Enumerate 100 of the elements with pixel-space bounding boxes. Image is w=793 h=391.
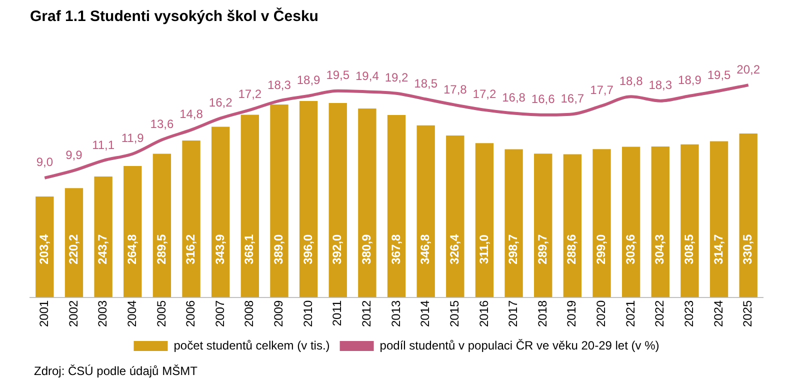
x-tick-label: 2009 [272,300,286,328]
data-label: 288,6 [564,234,579,264]
x-tick-label: 2023 [682,300,696,328]
data-label: 304,3 [652,234,667,264]
x-tick-label: 2011 [330,300,344,326]
bar [680,144,699,298]
data-label: 303,6 [623,234,638,264]
data-label: 18,3 [268,78,292,92]
data-label: 11,9 [121,131,144,146]
bar [299,100,318,298]
data-label: 314,7 [711,234,726,264]
data-label: 17,7 [590,83,614,98]
x-tick-label: 2016 [476,300,491,328]
data-label: 16,8 [502,90,526,105]
data-label: 243,7 [96,234,110,264]
x-tick-label: 2025 [740,300,755,328]
bar [446,135,464,298]
data-label: 16,6 [531,92,556,106]
data-label: 316,2 [184,234,198,264]
data-label: 17,8 [443,82,468,96]
x-tick-label: 2010 [300,300,315,328]
bar [94,176,112,298]
data-label: 380,9 [359,234,374,264]
x-tick-label: 2005 [154,300,168,328]
data-label: 16,7 [560,91,584,106]
data-label: 289,5 [154,234,168,264]
legend-label: podíl studentů v populaci ČR ve věku 20-29 let (v %) [380,338,660,352]
x-tick-label: 2017 [506,300,520,328]
data-label: 18,8 [619,74,644,88]
bar [182,140,200,298]
bar [358,108,376,298]
bar [651,146,670,298]
data-label: 18,9 [678,73,702,88]
legend-label: počet studentů celkem (v tis.) [174,338,330,352]
bar [534,154,552,298]
x-tick-label: 2019 [564,300,579,328]
bar [270,104,288,298]
bar [592,149,611,298]
bar [240,114,259,298]
data-label: 298,7 [506,234,520,264]
bar [622,146,640,298]
bar [475,143,494,298]
data-label: 19,4 [356,69,380,84]
data-label: 367,8 [388,234,403,264]
data-label: 9,9 [66,148,83,162]
x-tick-label: 2013 [388,300,403,328]
data-label: 18,9 [296,73,321,88]
data-label: 220,2 [66,234,80,264]
x-tick-label: 2012 [359,300,374,328]
bar [64,188,84,298]
bar [504,149,523,298]
data-label: 13,6 [150,117,174,132]
x-tick-label: 2024 [711,300,726,328]
data-label: 389,0 [272,234,286,264]
data-label: 392,0 [330,234,344,264]
data-label: 203,4 [36,234,51,264]
bar [328,102,347,298]
data-label: 18,3 [648,78,672,92]
x-tick-label: 2001 [36,300,51,328]
data-label: 19,5 [326,68,350,82]
x-tick-label: 2018 [535,300,550,328]
bar [152,154,172,298]
data-label: 326,4 [447,234,462,264]
x-tick-label: 2003 [96,300,110,328]
bar [416,125,435,298]
x-tick-label: 2015 [447,300,462,328]
data-label: 17,2 [238,87,262,102]
bar [710,141,728,298]
data-label: 17,2 [472,87,496,102]
x-tick-label: 2002 [66,300,80,328]
data-label: 289,7 [535,234,550,264]
data-label: 16,2 [208,96,233,110]
data-label: 19,2 [384,70,408,85]
bar [124,166,142,298]
x-tick-label: 2020 [594,300,608,328]
data-label: 330,5 [740,234,755,264]
bar [739,133,758,298]
x-tick-label: 2021 [623,300,638,328]
data-label: 343,9 [212,234,227,264]
data-label: 20,2 [736,62,760,76]
data-label: 368,1 [242,234,256,264]
data-label: 14,8 [180,107,204,122]
data-label: 346,8 [418,234,432,264]
bar [387,114,406,298]
data-label: 11,1 [92,138,115,152]
data-label: 9,0 [36,155,54,170]
chart-title: Graf 1.1 Studenti vysokých škol v Česku [30,7,318,26]
data-label: 311,0 [476,234,491,264]
x-tick-label: 2004 [124,300,139,328]
bar [36,196,54,298]
data-label: 299,0 [594,234,608,264]
data-label: 308,5 [682,234,696,264]
data-label: 264,8 [124,234,139,264]
x-tick-label: 2008 [242,300,256,328]
bar [211,126,230,298]
x-tick-label: 2006 [184,300,198,328]
x-tick-label: 2022 [652,300,667,328]
text: Zdroj: ČSÚ podle údajů MŠMT [34,364,198,378]
data-label: 396,0 [300,234,315,264]
bar [563,154,582,298]
